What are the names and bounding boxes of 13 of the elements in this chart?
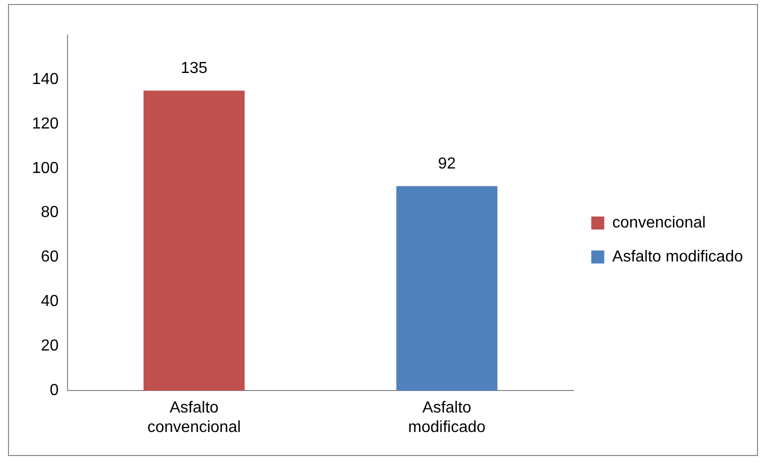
legend-label: convencional	[612, 214, 706, 232]
data-label: 92	[438, 156, 456, 173]
x-tick-label: Asfalto convencional	[147, 400, 241, 436]
y-tick-label: 120	[32, 115, 59, 132]
y-tick-label: 40	[40, 293, 59, 310]
y-tick-label: 100	[32, 160, 59, 177]
y-tick-label: 60	[40, 248, 59, 266]
y-tick-label: 0	[50, 382, 59, 400]
legend-label: Asfalto modificado	[612, 248, 744, 266]
data-label: 135	[180, 60, 208, 77]
y-tick-label: 140	[32, 70, 59, 88]
y-tick-label: 80	[40, 204, 59, 222]
y-tick-label: 20	[40, 338, 59, 355]
